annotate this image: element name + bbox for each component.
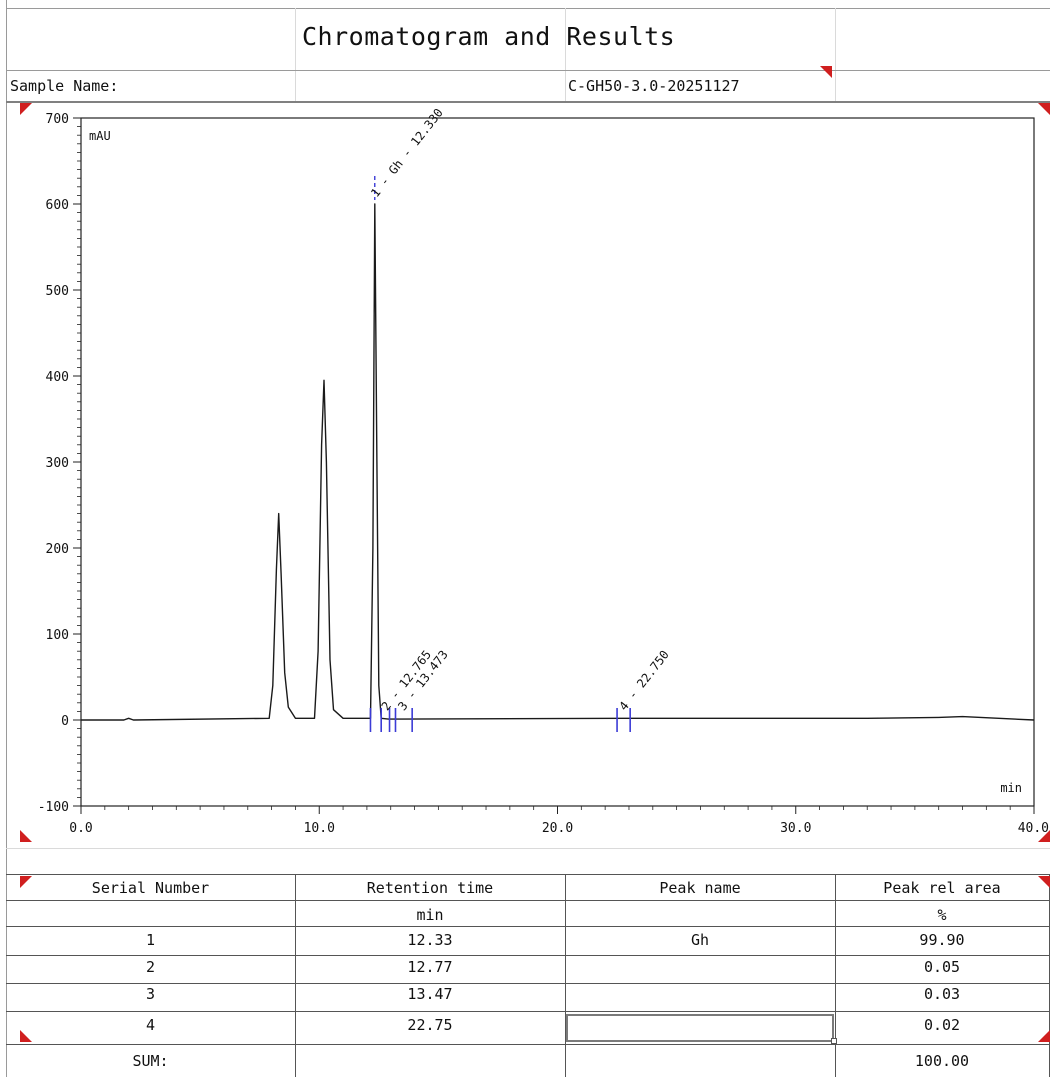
column-header: Retention time (366, 879, 494, 897)
table-cell: 12.33 (407, 931, 453, 949)
table-cell: Gh (690, 931, 710, 949)
fill-handle[interactable] (831, 1038, 837, 1044)
table-top-rule (6, 874, 1050, 875)
grid-row-line (6, 70, 1050, 71)
top-border (6, 8, 1050, 9)
sum-value: 100.00 (914, 1052, 970, 1070)
column-header: Peak name (659, 879, 741, 897)
y-tick-label: 500 (46, 284, 69, 299)
x-unit-label: min (1000, 781, 1022, 795)
table-cell: 4 (145, 1016, 156, 1034)
table-cell: 0.05 (923, 958, 961, 976)
plot-area-border (80, 117, 1035, 807)
report-title: Chromatogram and Results (302, 22, 676, 51)
cell-comment-marker (20, 103, 32, 115)
grid-col-line (295, 8, 296, 103)
column-header: Peak rel area (883, 879, 1001, 897)
y-tick-label: -100 (38, 800, 69, 815)
table-rule (6, 1044, 1050, 1045)
cell-comment-marker (1038, 1030, 1050, 1042)
x-tick-label: 0.0 (69, 821, 92, 836)
chromatogram-trace-layer (81, 203, 1035, 721)
cell-comment-marker (820, 66, 832, 78)
grid-col-line (835, 8, 836, 103)
table-rule (6, 983, 1050, 984)
table-cell: 99.90 (919, 931, 965, 949)
y-tick-label: 600 (46, 198, 69, 213)
cell-comment-marker (1038, 830, 1050, 842)
peak-label: 1 - Gh - 12.330 (368, 106, 446, 200)
table-col-line (565, 874, 566, 1077)
integration-marks (369, 176, 631, 732)
table-rule (6, 1011, 1050, 1012)
peak-label: 4 - 22.750 (616, 648, 672, 714)
chromatogram-chart: 700 600 500 400 300 200 100 0 -100 mAU 0.0 10.0 20.… (38, 106, 1049, 836)
y-tick-label: 200 (46, 542, 69, 557)
column-header: Serial Number (91, 879, 210, 897)
table-cell: 22.75 (407, 1016, 453, 1034)
y-axis: 700 600 500 400 300 200 100 0 -100 mAU (38, 112, 111, 815)
y-unit-label: mAU (89, 129, 111, 143)
table-cell: 13.47 (407, 985, 453, 1003)
column-unit: % (937, 906, 947, 924)
table-cell: 2 (145, 958, 156, 976)
grid-col-line (565, 8, 566, 103)
x-tick-label: 20.0 (542, 821, 573, 836)
table-col-line (835, 874, 836, 1077)
y-tick-label: 100 (46, 628, 69, 643)
table-rule (6, 955, 1050, 956)
table-cell: 0.03 (923, 985, 961, 1003)
sum-label: SUM: (132, 1052, 169, 1070)
chart-frame (80, 117, 1035, 807)
table-rule (6, 926, 1050, 927)
table-cell: 3 (145, 985, 156, 1003)
table-cell: 0.02 (923, 1016, 961, 1034)
cell-comment-marker (1038, 103, 1050, 115)
table-col-line (295, 874, 296, 1077)
y-tick-label: 0 (61, 714, 69, 729)
y-tick-label: 400 (46, 370, 69, 385)
cell-comment-marker (20, 1030, 32, 1042)
sample-name-value: C-GH50-3.0-20251127 (568, 77, 740, 95)
x-tick-label: 10.0 (304, 821, 335, 836)
cell-comment-marker (20, 830, 32, 842)
grid-row-line (6, 101, 1050, 103)
selected-cell[interactable] (566, 1014, 834, 1042)
column-unit: min (416, 906, 444, 924)
table-cell: 1 (145, 931, 156, 949)
chromatogram-trace (81, 203, 1035, 721)
table-rule (6, 900, 1050, 901)
y-tick-label: 300 (46, 456, 69, 471)
grid-row-line (6, 848, 1050, 849)
x-tick-label: 30.0 (780, 821, 811, 836)
left-border (6, 0, 7, 1077)
y-tick-label: 700 (46, 112, 69, 127)
cell-comment-marker (20, 876, 32, 888)
table-cell: 12.77 (407, 958, 453, 976)
cell-comment-marker (1038, 876, 1050, 888)
sample-name-label: Sample Name: (10, 77, 119, 95)
